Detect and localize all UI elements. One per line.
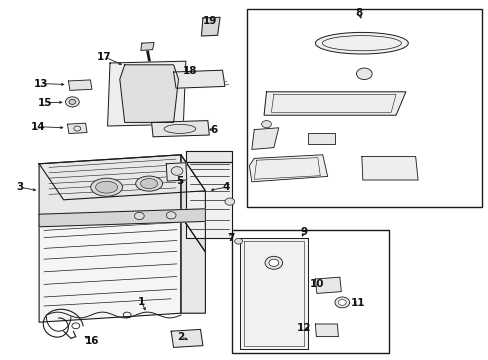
Ellipse shape [96, 181, 117, 193]
Polygon shape [201, 17, 220, 36]
Circle shape [356, 68, 371, 80]
Ellipse shape [136, 176, 162, 191]
Text: 1: 1 [138, 297, 145, 307]
Text: 6: 6 [210, 125, 217, 135]
Polygon shape [173, 70, 224, 88]
Circle shape [264, 256, 282, 269]
Text: 5: 5 [176, 176, 183, 186]
Circle shape [166, 212, 176, 219]
Polygon shape [39, 155, 181, 225]
Text: 15: 15 [38, 98, 52, 108]
Circle shape [334, 297, 349, 308]
Circle shape [224, 198, 234, 205]
Polygon shape [171, 329, 203, 347]
Bar [232, 230, 388, 353]
Ellipse shape [91, 178, 122, 196]
Polygon shape [39, 155, 205, 200]
Text: 16: 16 [84, 336, 99, 346]
Polygon shape [185, 162, 232, 238]
Text: 8: 8 [355, 8, 362, 18]
Circle shape [65, 97, 79, 107]
Text: 7: 7 [226, 233, 234, 243]
Polygon shape [120, 65, 178, 122]
Polygon shape [264, 92, 405, 115]
Ellipse shape [141, 179, 157, 189]
Polygon shape [249, 155, 327, 182]
Polygon shape [181, 155, 205, 252]
Text: 11: 11 [350, 298, 365, 308]
Polygon shape [39, 209, 205, 227]
Text: 13: 13 [33, 78, 48, 89]
Polygon shape [68, 80, 92, 90]
Polygon shape [239, 238, 307, 349]
Circle shape [268, 259, 278, 266]
Circle shape [171, 167, 183, 175]
Text: 14: 14 [31, 122, 45, 132]
Polygon shape [141, 42, 154, 50]
Polygon shape [185, 151, 232, 162]
Polygon shape [251, 128, 278, 149]
Polygon shape [315, 277, 341, 293]
Polygon shape [166, 163, 186, 181]
Polygon shape [107, 61, 185, 126]
Text: 9: 9 [300, 227, 307, 237]
Polygon shape [151, 121, 209, 137]
Polygon shape [315, 324, 338, 337]
Polygon shape [39, 216, 181, 322]
Bar [246, 9, 481, 207]
Polygon shape [361, 157, 417, 180]
Text: 12: 12 [296, 323, 311, 333]
Polygon shape [181, 216, 205, 313]
Ellipse shape [315, 32, 407, 54]
Text: 3: 3 [16, 182, 23, 192]
Circle shape [234, 238, 242, 244]
Text: 18: 18 [182, 66, 197, 76]
Circle shape [338, 300, 346, 305]
Text: 10: 10 [309, 279, 324, 289]
Text: 4: 4 [222, 182, 229, 192]
Text: 17: 17 [96, 51, 111, 62]
Ellipse shape [163, 124, 195, 133]
Circle shape [134, 212, 144, 220]
Text: 2: 2 [177, 332, 184, 342]
Polygon shape [67, 123, 87, 134]
Bar [307, 133, 334, 144]
Circle shape [261, 121, 271, 128]
Text: 19: 19 [203, 16, 217, 26]
Circle shape [69, 99, 76, 104]
